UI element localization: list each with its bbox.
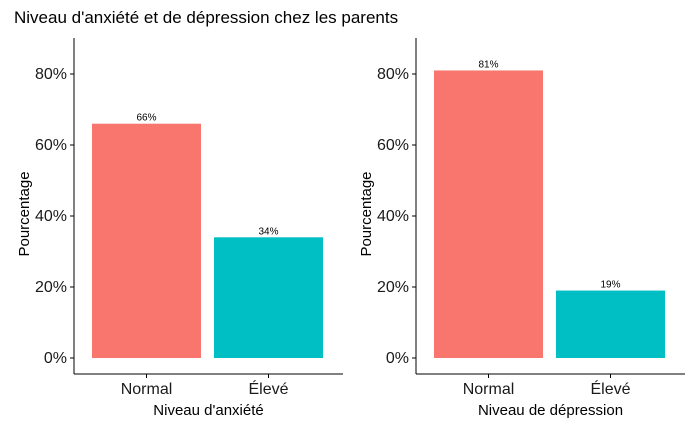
depression-y-tick-label: 60% <box>377 137 409 154</box>
depression-bar-normal <box>434 70 543 358</box>
anxiety-x-axis-title: Niveau d'anxiété <box>153 402 263 419</box>
depression-x-axis-title: Niveau de dépression <box>478 402 623 419</box>
anxiety-y-tick-label: 0% <box>44 350 67 367</box>
depression-y-tick-label: 20% <box>377 279 409 296</box>
anxiety-y-tick-label: 20% <box>35 279 67 296</box>
depression-bar-eleve <box>556 290 665 358</box>
anxiety-data-label: 34% <box>258 226 278 237</box>
anxiety-chart-panel: 0% 20% 40% 60% 80% 66% Normal 34% Élevé Niveau d'… <box>16 38 343 419</box>
depression-y-tick-label: 40% <box>377 208 409 225</box>
depression-y-tick-label: 80% <box>377 66 409 83</box>
anxiety-y-tick-label: 60% <box>35 137 67 154</box>
depression-chart-panel: 0% 20% 40% 60% 80% 81% Normal 19% Élevé Niveau de… <box>358 38 685 419</box>
anxiety-y-tick-label: 40% <box>35 208 67 225</box>
depression-y-axis-title: Pourcentage <box>358 171 375 256</box>
depression-x-tick-label: Normal <box>463 381 515 398</box>
anxiety-y-axis-title: Pourcentage <box>16 171 33 256</box>
anxiety-y-tick-label: 80% <box>35 66 67 83</box>
anxiety-data-label: 66% <box>136 113 156 124</box>
depression-data-label: 19% <box>600 280 620 291</box>
anxiety-x-tick-label: Élevé <box>248 379 288 398</box>
depression-x-tick-label: Élevé <box>590 379 630 398</box>
anxiety-bar-normal <box>92 123 201 358</box>
depression-y-tick-label: 0% <box>386 350 409 367</box>
anxiety-bar-eleve <box>214 237 323 358</box>
depression-data-label: 81% <box>478 59 498 70</box>
figure-title: Niveau d'anxiété et de dépression chez l… <box>14 8 398 27</box>
anxiety-x-tick-label: Normal <box>121 381 173 398</box>
